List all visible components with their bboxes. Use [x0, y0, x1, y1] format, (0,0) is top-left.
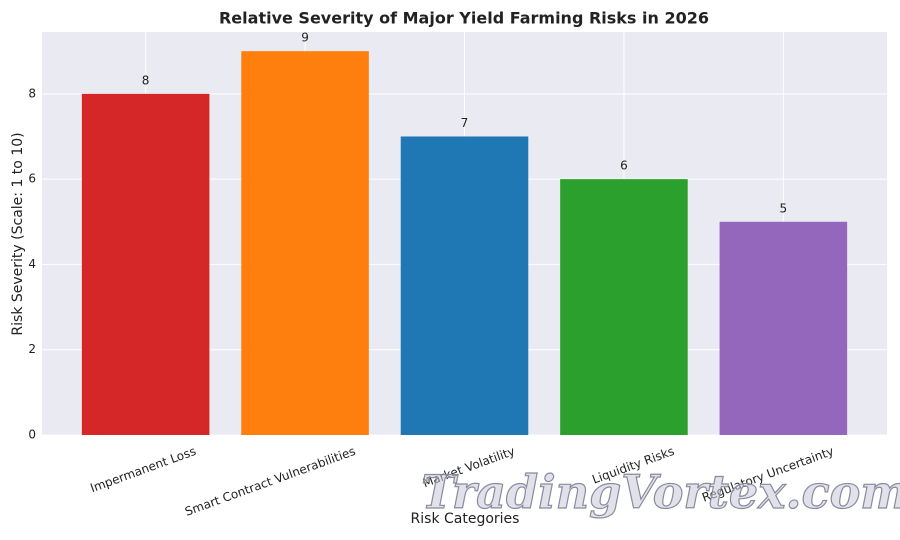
value-label: 8	[142, 73, 150, 87]
bar	[719, 221, 848, 435]
x-tick-label: Impermanent Loss	[88, 444, 198, 495]
value-label: 5	[780, 201, 788, 215]
bar	[560, 179, 688, 435]
y-tick-label: 2	[28, 342, 36, 356]
bar	[81, 93, 210, 436]
y-tick-label: 6	[28, 172, 36, 186]
value-label: 9	[301, 31, 309, 45]
value-label: 6	[620, 159, 628, 173]
y-tick-label: 4	[28, 257, 36, 271]
bar	[400, 136, 529, 435]
value-label: 7	[461, 116, 469, 130]
y-tick-label: 8	[28, 86, 36, 100]
x-tick-label: Smart Contract Vulnerabilities	[183, 444, 357, 519]
x-axis-label: Risk Categories	[411, 511, 520, 527]
chart-title: Relative Severity of Major Yield Farming…	[219, 9, 709, 28]
y-axis-label: Risk Severity (Scale: 1 to 10)	[10, 132, 26, 335]
y-tick-label: 0	[28, 428, 36, 442]
watermark: TradingVortex.com	[421, 465, 900, 519]
bar	[241, 51, 369, 435]
